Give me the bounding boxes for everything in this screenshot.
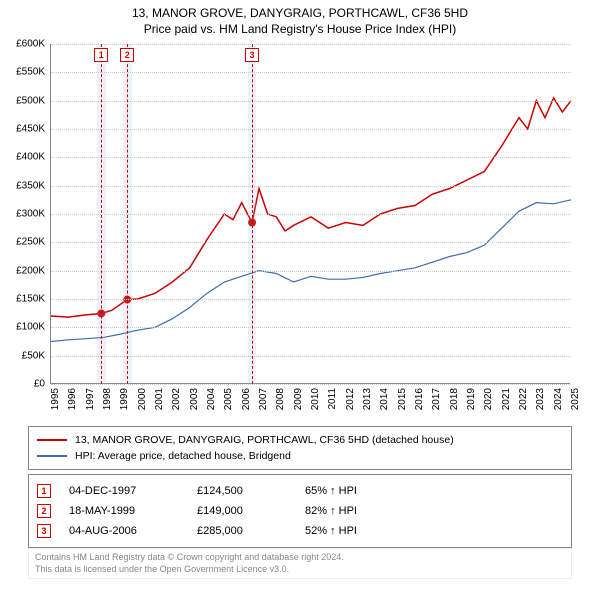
sale-pct: 65% ↑ HPI [305,485,395,497]
legend-label-hpi: HPI: Average price, detached house, Brid… [75,450,291,462]
y-axis-label: £600K [3,39,45,50]
footer-line-1: Contains HM Land Registry data © Crown c… [35,552,565,564]
sale-vline [127,44,128,384]
x-axis-label: 2001 [154,388,165,410]
sale-date: 18-MAY-1999 [69,505,179,517]
title-line-1: 13, MANOR GROVE, DANYGRAIG, PORTHCAWL, C… [0,6,600,22]
sale-price: £149,000 [197,505,287,517]
sale-index: 1 [37,484,51,498]
x-axis-label: 2017 [431,388,442,410]
title-line-2: Price paid vs. HM Land Registry's House … [0,22,600,38]
x-axis-label: 2023 [535,388,546,410]
chart-area: 123 £0£50K£100K£150K£200K£250K£300K£350K… [50,44,570,414]
x-axis-label: 2006 [241,388,252,410]
y-axis-label: £400K [3,152,45,163]
sales-table: 1 04-DEC-1997 £124,500 65% ↑ HPI 2 18-MAY-199… [28,474,572,548]
sale-marker-top: 3 [245,48,259,62]
sale-index: 2 [37,504,51,518]
sale-vline [252,44,253,384]
legend-row-property: 13, MANOR GROVE, DANYGRAIG, PORTHCAWL, C… [37,432,563,448]
x-axis-label: 1996 [67,388,78,410]
x-axis-label: 1999 [119,388,130,410]
y-axis-label: £200K [3,265,45,276]
x-axis-label: 2011 [327,388,338,410]
sale-pct: 52% ↑ HPI [305,525,395,537]
legend-row-hpi: HPI: Average price, detached house, Brid… [37,448,563,464]
x-axis-label: 2015 [397,388,408,410]
y-axis-label: £350K [3,180,45,191]
x-axis-label: 2013 [362,388,373,410]
x-axis-label: 2025 [570,388,581,410]
sale-marker-top: 1 [94,48,108,62]
legend-swatch-property [37,439,67,441]
y-axis-label: £100K [3,322,45,333]
y-axis-label: £550K [3,67,45,78]
x-axis-label: 2014 [379,388,390,410]
x-axis-label: 2007 [258,388,269,410]
y-axis-label: £0 [3,379,45,390]
legend-label-property: 13, MANOR GROVE, DANYGRAIG, PORTHCAWL, C… [75,434,454,446]
x-axis-label: 2020 [483,388,494,410]
footer: Contains HM Land Registry data © Crown c… [28,548,572,579]
x-axis-label: 2022 [518,388,529,410]
x-axis-label: 2009 [293,388,304,410]
sale-vline [101,44,102,384]
sale-row: 1 04-DEC-1997 £124,500 65% ↑ HPI [37,481,563,501]
x-axis-label: 2019 [466,388,477,410]
sale-price: £124,500 [197,485,287,497]
legend-swatch-hpi [37,455,67,457]
sale-index: 3 [37,524,51,538]
x-axis-label: 2004 [206,388,217,410]
plot-region: 12 3 [50,44,570,384]
x-axis-label: 2005 [223,388,234,410]
footer-line-2: This data is licensed under the Open Gov… [35,564,565,576]
sale-marker-top: 2 [120,48,134,62]
x-axis-label: 2010 [310,388,321,410]
x-axis-label: 2002 [171,388,182,410]
x-axis-label: 2016 [414,388,425,410]
x-axis-label: 2000 [137,388,148,410]
x-axis-label: 2003 [189,388,200,410]
x-axis-label: 2012 [345,388,356,410]
chart-container: 13, MANOR GROVE, DANYGRAIG, PORTHCAWL, C… [0,0,600,590]
sale-pct: 82% ↑ HPI [305,505,395,517]
y-axis-label: £250K [3,237,45,248]
y-axis-label: £450K [3,124,45,135]
legend: 13, MANOR GROVE, DANYGRAIG, PORTHCAWL, C… [28,426,572,470]
sale-date: 04-AUG-2006 [69,525,179,537]
y-axis-label: £150K [3,294,45,305]
gridline-h [51,384,571,385]
sale-row: 3 04-AUG-2006 £285,000 52% ↑ HPI [37,521,563,541]
sale-date: 04-DEC-1997 [69,485,179,497]
x-axis-label: 2018 [449,388,460,410]
x-axis-label: 2008 [275,388,286,410]
y-axis-label: £50K [3,350,45,361]
x-axis-label: 1997 [85,388,96,410]
x-axis-label: 2021 [501,388,512,410]
y-axis-label: £300K [3,209,45,220]
sale-row: 2 18-MAY-1999 £149,000 82% ↑ HPI [37,501,563,521]
sale-price: £285,000 [197,525,287,537]
x-axis-label: 1995 [50,388,61,410]
x-axis-label: 2024 [553,388,564,410]
x-axis-label: 1998 [102,388,113,410]
y-axis-label: £500K [3,95,45,106]
title-block: 13, MANOR GROVE, DANYGRAIG, PORTHCAWL, C… [0,0,600,39]
